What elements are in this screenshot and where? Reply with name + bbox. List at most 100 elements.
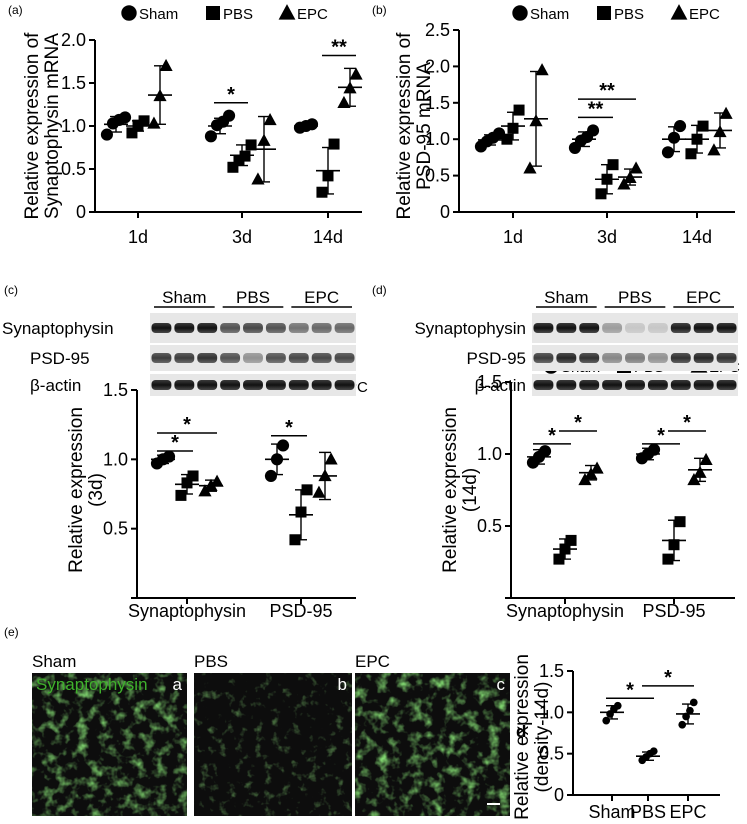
data-point-circle <box>649 747 658 756</box>
significance-stars: * <box>227 84 235 106</box>
blot-group-label: EPC <box>304 288 339 307</box>
y-axis-label-line: Relative expression of <box>22 32 43 220</box>
blot-band <box>151 353 172 363</box>
y-tick-label: 0.5 <box>61 159 86 179</box>
data-point-square <box>328 138 340 150</box>
blot-band <box>602 353 623 363</box>
micrograph-nuclei-signal <box>194 673 352 816</box>
legend-label: PBS <box>223 6 253 23</box>
data-point-square <box>595 188 607 200</box>
y-axis-label-line: (density-14d) <box>532 682 553 793</box>
blot-band <box>625 380 645 390</box>
data-point-triangle <box>699 452 713 465</box>
data-point-circle <box>648 443 661 456</box>
y-tick-label: 1.0 <box>103 449 128 469</box>
panel-letter-d: d <box>516 722 526 741</box>
data-point-square <box>126 127 138 139</box>
blot-row-label: PSD-95 <box>466 349 526 368</box>
y-tick-label: 2.0 <box>425 56 450 76</box>
blot-band <box>174 353 195 363</box>
x-tick-label: 1d <box>128 227 148 247</box>
blot-band <box>243 380 263 390</box>
data-point-circle <box>602 716 611 725</box>
y-tick-label: 0 <box>554 785 564 805</box>
blot-band <box>288 353 309 363</box>
significance-stars: * <box>657 425 665 447</box>
data-point-circle <box>587 124 600 137</box>
y-axis-label-line: PSD-95 mRNA <box>414 62 435 190</box>
data-point-triangle <box>153 88 167 102</box>
x-tick-label: 3d <box>597 227 617 247</box>
micrograph-sub-label: b <box>338 675 347 694</box>
significance-stars: ** <box>588 98 604 120</box>
blot-band <box>334 353 355 363</box>
blot-band <box>288 323 309 333</box>
legend-label: EPC <box>689 6 720 23</box>
x-tick-label: 1d <box>503 227 523 247</box>
y-axis-label: Relative expression ofSynaptophysin mRNA <box>22 32 63 220</box>
data-point-triangle <box>343 81 357 94</box>
y-axis-label-line: Relative expression of <box>394 32 415 220</box>
data-point-square <box>132 119 144 131</box>
significance-stars: * <box>683 412 691 434</box>
blot-band <box>647 380 668 390</box>
blot-band <box>716 323 737 333</box>
y-axis-label-line: Relative expression <box>512 654 533 820</box>
y-axis-label-line: Relative expression <box>440 407 461 573</box>
y-tick-label: 1.5 <box>539 661 564 681</box>
y-tick-label: 1.0 <box>425 129 450 149</box>
y-axis-label: Relative expression(14d) <box>440 407 481 573</box>
x-tick-label: EPC <box>669 802 706 822</box>
y-axis-label-line: Synaptophysin mRNA <box>42 33 63 219</box>
y-tick-label: 2.5 <box>425 20 450 40</box>
y-tick-label: 1.5 <box>425 93 450 113</box>
data-point-triangle <box>590 461 604 474</box>
blot-band <box>174 380 195 390</box>
x-tick-label: PSD-95 <box>269 601 332 621</box>
data-point-circle <box>204 130 217 143</box>
data-point-triangle <box>623 170 637 183</box>
blot-band <box>151 380 172 390</box>
chart-b: 0 0.5 1.0 1.5 2.0 2.5 1d 3d 14d Relative expressi… <box>394 4 735 247</box>
data-point-circle <box>270 453 284 466</box>
data-point-circle <box>223 109 236 122</box>
y-tick-label: 0.5 <box>425 166 450 186</box>
data-point-triangle <box>629 161 643 174</box>
blot-band <box>197 353 218 363</box>
y-axis-label: Relative expression(3d) <box>66 407 107 573</box>
legend-label: PBS <box>614 6 644 23</box>
western-blot-d: Sham PBS EPC Synaptophysin PSD-95 β-actin <box>414 288 738 396</box>
blot-band <box>334 323 355 333</box>
data-point-square <box>181 477 193 489</box>
data-point-circle <box>667 131 681 144</box>
western-blot-c: Sham PBS EPC Synaptophysin PSD-95 β-actin <box>2 288 356 396</box>
y-axis-label: Relative expression ofPSD-95 mRNA <box>394 32 435 220</box>
y-axis-label-line: (3d) <box>86 473 107 507</box>
legend-label: Sham <box>139 6 178 23</box>
blot-band <box>647 353 668 363</box>
data-point-square <box>501 133 513 145</box>
data-point-triangle <box>707 143 721 156</box>
data-point-square <box>316 186 328 198</box>
blot-band <box>311 380 332 390</box>
blot-band <box>556 380 577 390</box>
blot-band <box>693 323 714 333</box>
x-tick-label: PBS <box>630 802 666 822</box>
data-point-square <box>295 506 307 518</box>
blot-band <box>533 380 554 390</box>
blot-band <box>220 380 241 390</box>
data-point-circle <box>539 445 552 458</box>
blot-band <box>197 380 218 390</box>
x-tick-label: Synaptophysin <box>506 601 624 621</box>
data-point-circle <box>163 450 176 463</box>
blot-band <box>311 353 332 363</box>
y-tick-label: 0.5 <box>539 744 564 764</box>
micrograph-nuclei-signal <box>355 673 510 816</box>
blot-group-label: PBS <box>618 288 652 307</box>
blot-band <box>265 353 286 363</box>
data-point-square <box>227 161 239 173</box>
blot-band <box>151 323 172 333</box>
blot-band <box>197 323 218 333</box>
